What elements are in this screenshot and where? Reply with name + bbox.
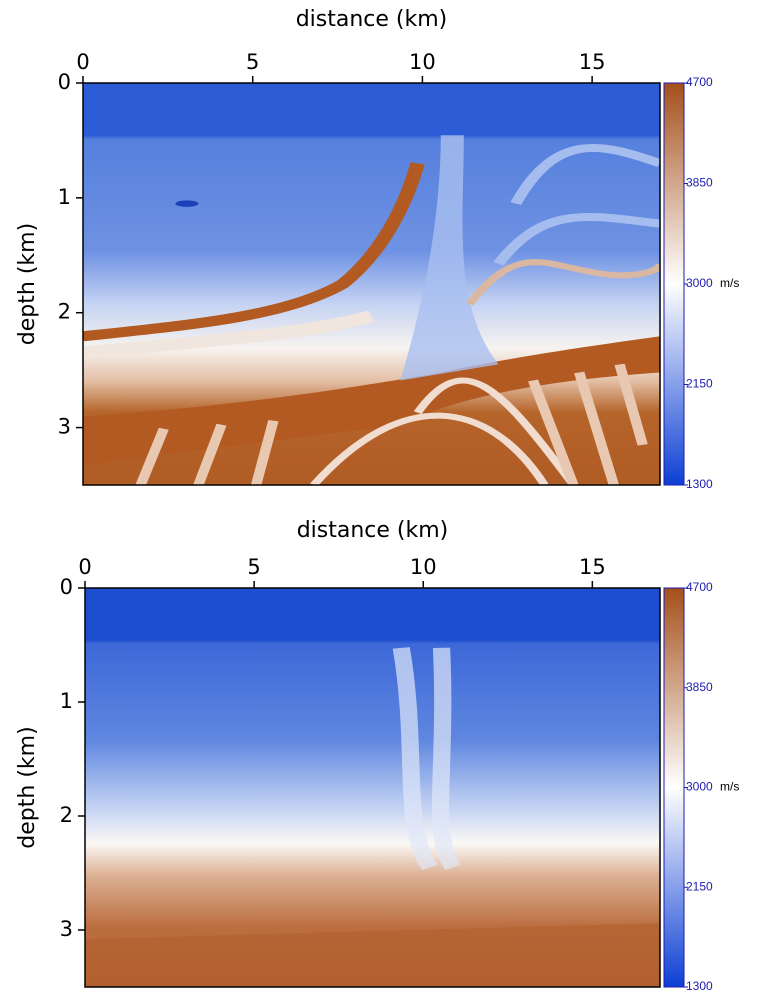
x-tick-label: 0 [76,50,89,74]
y-tick-label: 0 [60,575,73,599]
colorbar [663,82,685,486]
colorbar-tick-label: 3850 [686,176,713,190]
colorbar-tick-label: 4700 [686,580,713,594]
x-tick-label: 5 [247,555,260,579]
colorbar-tick-label: 2150 [686,377,713,391]
colorbar-tick-label: 4700 [686,75,713,89]
x-tick-label: 15 [579,50,606,74]
x-axis-label: distance (km) [297,518,449,543]
x-tick-label: 10 [410,555,437,579]
colorbar-tick-label: 3000 [686,780,713,794]
colorbar-unit: m/s [720,780,739,794]
y-axis-label: depth (km) [15,726,40,848]
y-tick-label: 1 [58,185,71,209]
colorbar-unit: m/s [720,276,739,290]
y-tick-label: 2 [60,803,73,827]
y-tick-label: 2 [58,300,71,324]
x-tick-label: 0 [78,555,91,579]
x-tick-label: 15 [579,555,606,579]
plot-frame [82,82,661,486]
colorbar [663,587,685,988]
y-axis-label: depth (km) [15,223,40,345]
velocity-image [85,588,660,987]
y-tick-label: 0 [58,70,71,94]
x-tick-label: 5 [246,50,259,74]
velocity-image [83,83,660,485]
colorbar-tick-label: 1300 [686,979,713,993]
y-tick-label: 3 [58,415,71,439]
colorbar-tick-label: 1300 [686,477,713,491]
colorbar-tick-label: 3000 [686,276,713,290]
x-axis-label: distance (km) [296,7,448,32]
colorbar-tick-label: 2150 [686,879,713,893]
y-tick-label: 3 [60,917,73,941]
x-tick-label: 10 [409,50,436,74]
y-tick-label: 1 [60,689,73,713]
plot-frame [84,587,661,988]
colorbar-tick-label: 3850 [686,680,713,694]
